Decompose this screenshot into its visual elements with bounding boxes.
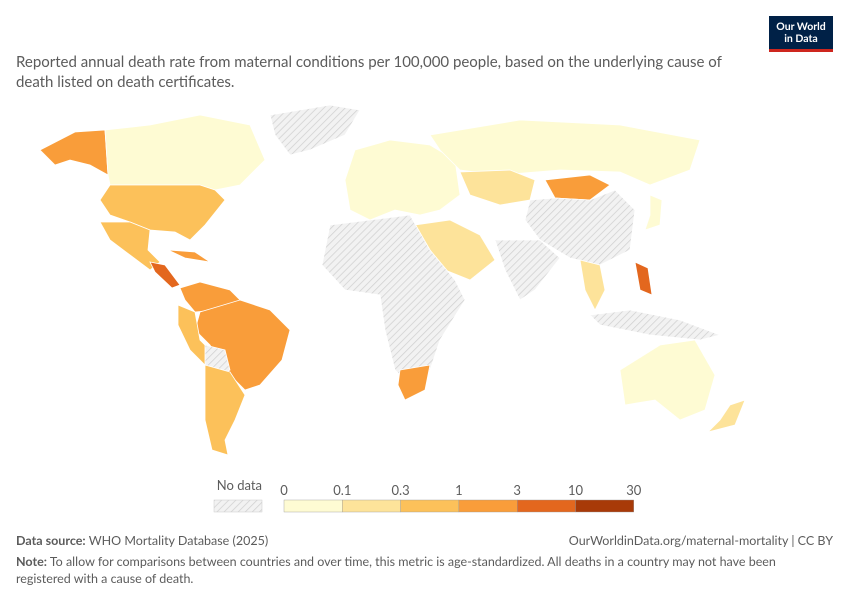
legend-tick-label: 0.1 [333,482,351,498]
india [494,239,561,301]
central-america [149,261,181,289]
usa [99,184,226,241]
legend-tick-label: 1 [455,482,463,498]
note: Note: To allow for comparisons between c… [16,553,816,587]
russia [429,119,701,186]
legend-no-data-label: No data [217,477,262,493]
logo-text: Our World [776,21,826,33]
mexico [99,221,161,271]
source-text: WHO Mortality Database (2025) [88,533,269,548]
legend-no-data-swatch [213,499,263,513]
logo[interactable]: Our World in Data [769,16,833,52]
chile-argentina [204,364,246,456]
kazakhstan [459,169,536,206]
philippines [634,261,653,296]
china [524,189,636,266]
countries [39,104,746,456]
japan [644,194,663,231]
australia [619,339,716,421]
note-label: Note: [16,554,47,569]
source: Data source: WHO Mortality Database (202… [16,532,268,549]
logo-text: in Data [784,33,818,45]
brazil [194,299,291,391]
legend-tick-label: 0.3 [392,482,410,498]
url[interactable]: OurWorldinData.org/maternal-mortality | … [568,533,833,548]
new-zealand [706,399,746,433]
europe [344,139,461,221]
cuba [167,249,211,263]
alaska [39,129,109,176]
chart-title: Reported annual death rate from maternal… [16,53,722,91]
note-text: To allow for comparisons between countri… [16,554,776,586]
greenland [269,104,361,156]
southeast-asia [579,259,606,311]
legend-swatch [283,499,343,513]
legend-swatch [342,499,401,513]
legend-tick-label: 30 [626,482,642,498]
legend-tick-label: 10 [568,482,584,498]
canada [104,114,266,191]
indonesia [589,309,722,341]
source-label: Data source: [16,533,86,548]
legend-swatch [400,499,460,513]
legend-tick-label: 3 [513,482,521,498]
legend-swatch [575,499,634,513]
legend-tick-label: 0 [280,482,288,498]
mongolia [544,174,611,201]
legend-swatch [458,499,518,513]
legend-swatch [517,499,576,513]
south-africa [397,364,431,401]
